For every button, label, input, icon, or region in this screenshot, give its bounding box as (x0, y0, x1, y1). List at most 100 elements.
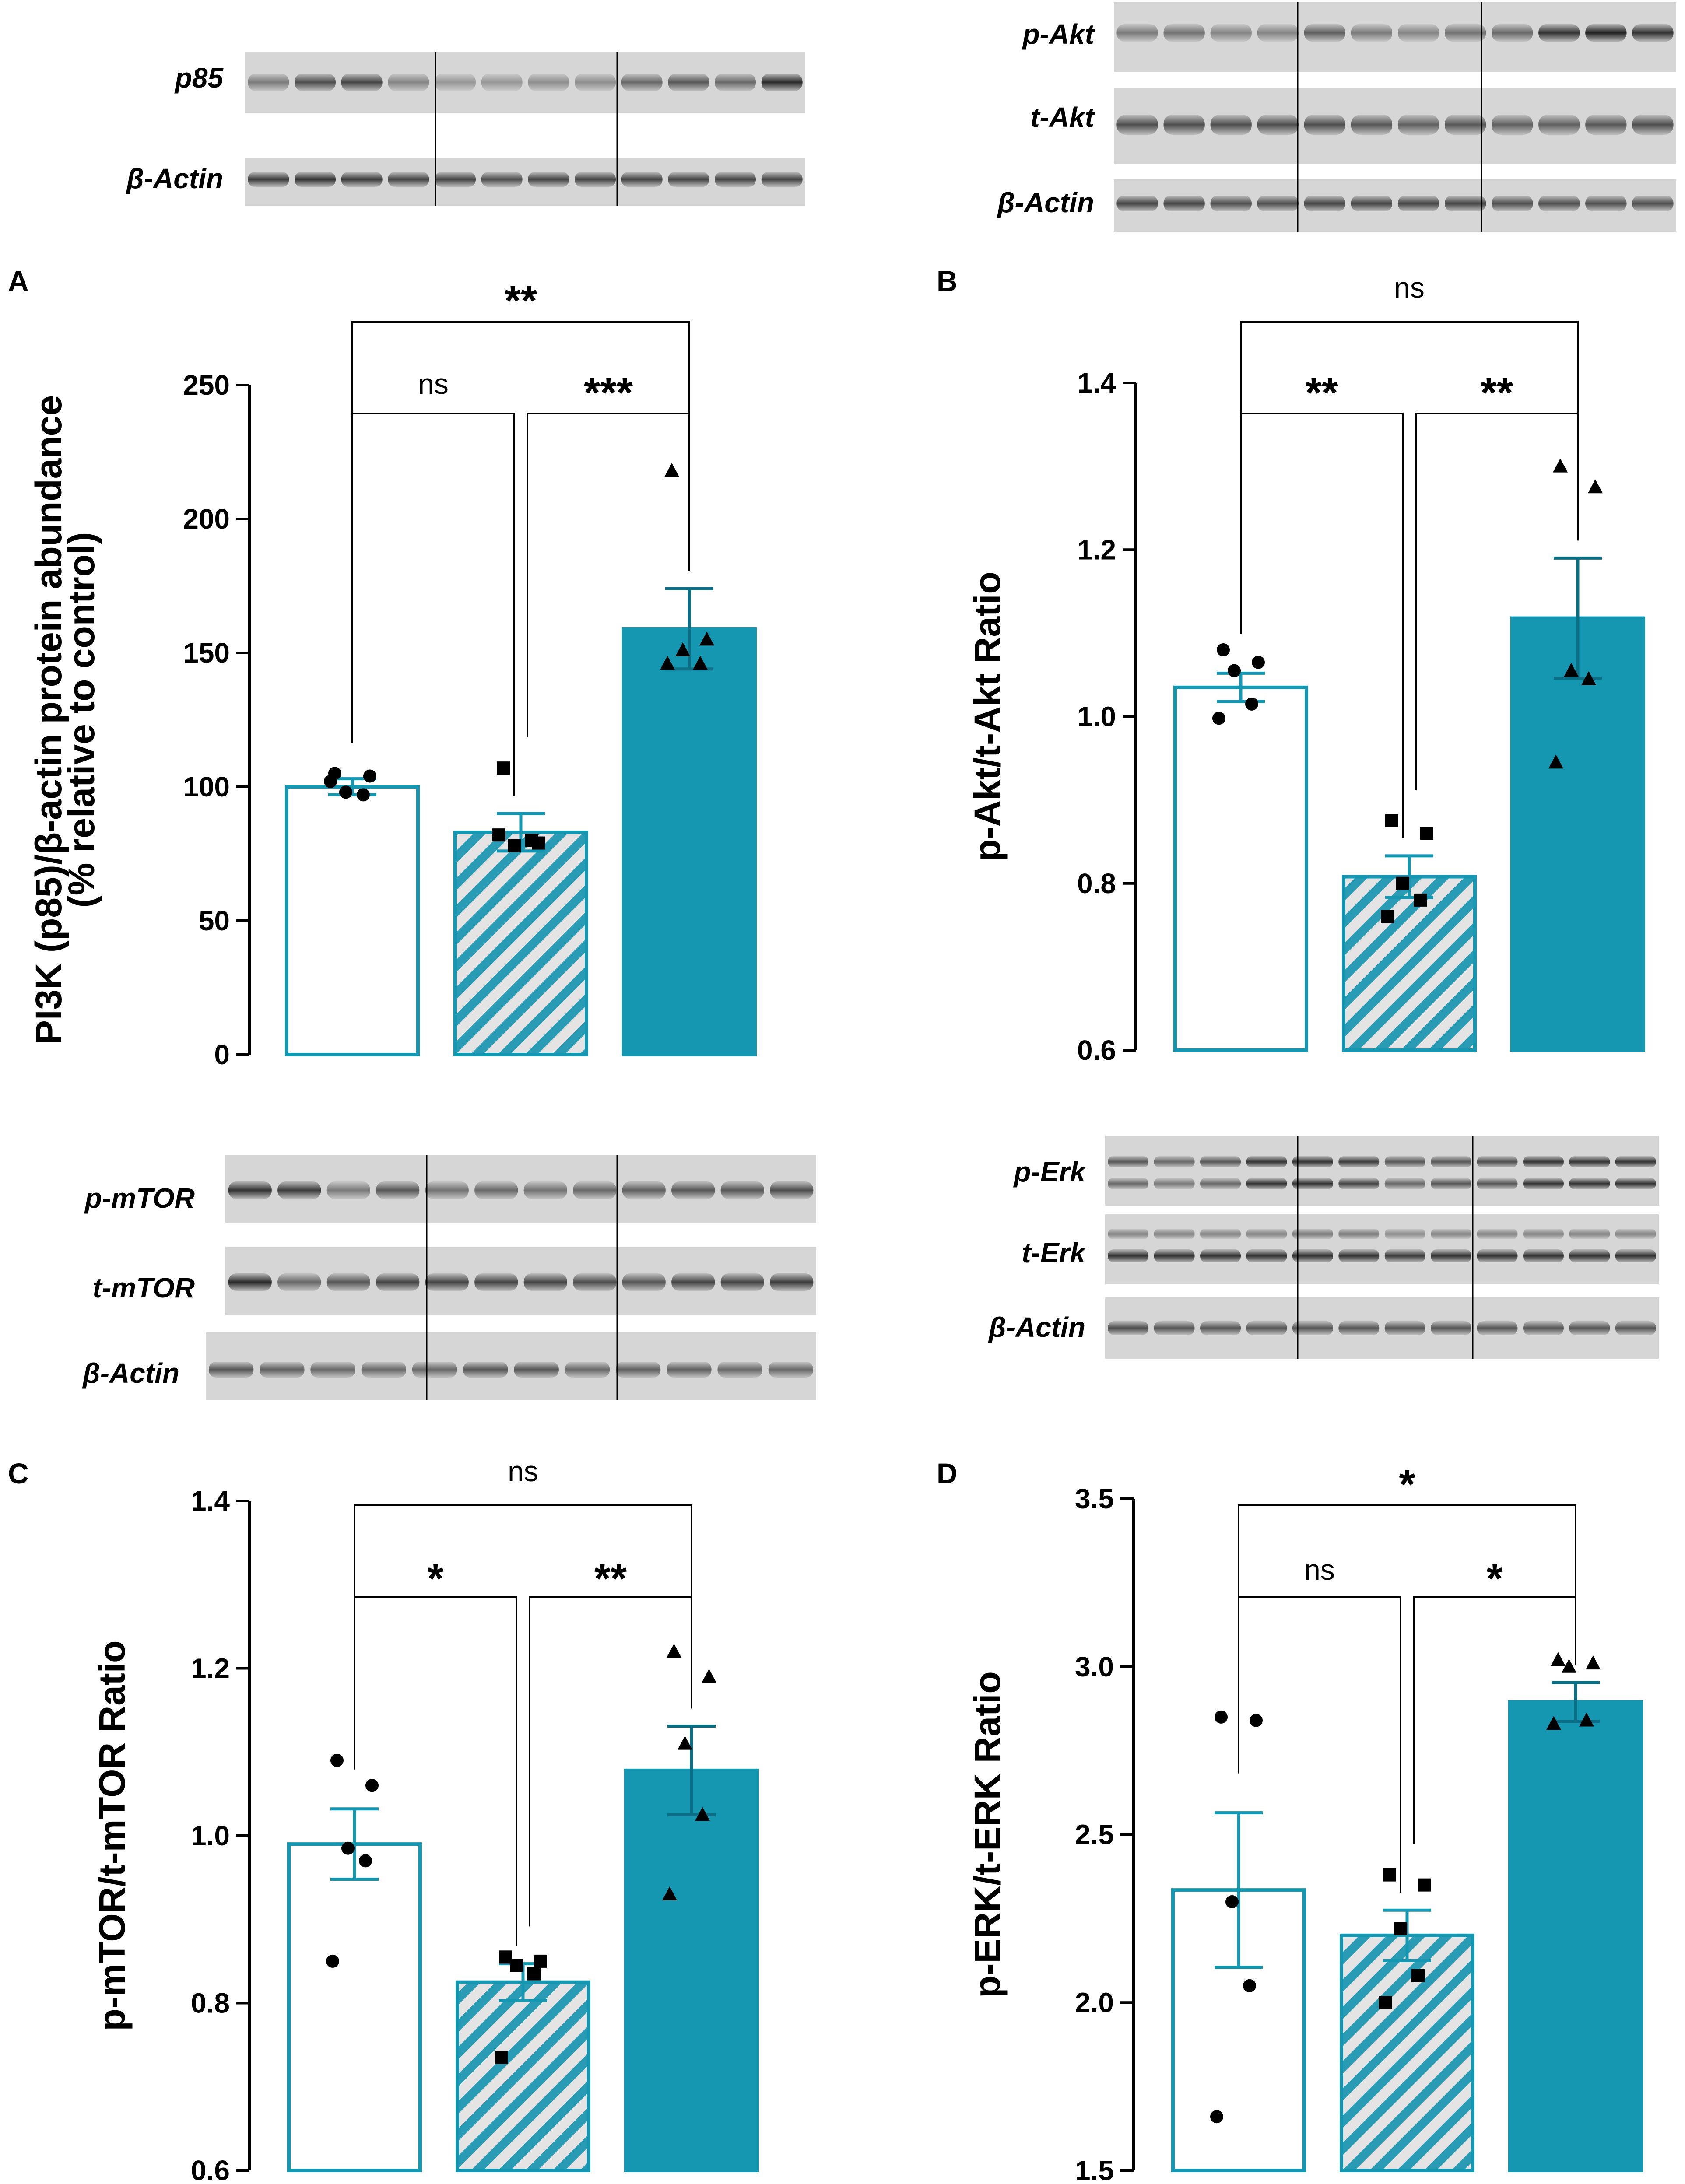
data-point-circle (326, 1954, 339, 1968)
blot-band (1431, 1178, 1472, 1189)
blot-strip-p-akt (1114, 2, 1676, 72)
data-point-triangle (693, 656, 708, 670)
data-point-square (1396, 876, 1409, 890)
blot-band (622, 1181, 666, 1199)
data-point-triangle (1546, 1716, 1561, 1730)
blot-band (575, 172, 616, 187)
blot-panel-b: p-Akt t-Akt β-Actin (997, 2, 1676, 232)
blot-band (1431, 1321, 1472, 1335)
significance-label: ns (418, 368, 449, 400)
blot-band (1538, 115, 1580, 135)
blot-band (1384, 1178, 1425, 1189)
data-point-square (510, 1959, 523, 1972)
blot-band (528, 172, 569, 187)
blot-band (474, 1273, 518, 1291)
blot-band (1492, 115, 1533, 135)
blot-band (1351, 24, 1393, 42)
blot-band (1210, 24, 1252, 42)
significance-label: *** (584, 369, 633, 416)
bar-filled (622, 627, 757, 1057)
blot-band (1200, 1156, 1241, 1167)
data-point-triangle (667, 1644, 681, 1658)
blot-label-p-erk: p-Erk (1013, 1156, 1087, 1188)
blot-label-beta-actin: β-Actin (997, 187, 1094, 218)
blot-band (1615, 1178, 1656, 1189)
blot-band (1338, 1321, 1380, 1335)
blot-band (1523, 1249, 1564, 1262)
blot-band (376, 1181, 420, 1199)
significance-label: * (427, 1555, 444, 1602)
panel-letter-d: D (937, 1457, 958, 1490)
significance-label: ** (1306, 369, 1338, 416)
blot-band (1108, 1321, 1149, 1335)
data-point-triangle (660, 656, 675, 670)
data-point-circle (341, 1841, 355, 1855)
data-point-circle (1243, 1979, 1256, 1992)
significance-label: ** (505, 277, 537, 324)
y-tick-label: 100 (183, 771, 230, 803)
blot-band (474, 1181, 518, 1199)
blot-band (1492, 196, 1533, 211)
blot-band (1569, 1249, 1610, 1262)
data-point-triangle (1586, 1655, 1601, 1670)
data-point-square (1420, 827, 1433, 840)
blot-band (1615, 1229, 1656, 1239)
data-point-circle (1245, 697, 1258, 711)
blot-band (208, 1362, 254, 1378)
blot-band (1210, 115, 1252, 135)
blot-band (1477, 1249, 1518, 1262)
blot-band (1397, 115, 1439, 135)
chart-b: 0.6 0.8 1.0 1.2 1.4 p-Akt/t-Akt Ratio ns ** ** (967, 271, 1645, 1066)
blot-band (1445, 24, 1486, 42)
panel-letter-b: B (937, 265, 958, 297)
data-point-square (492, 828, 506, 842)
blot-band (1246, 1156, 1287, 1167)
blot-band (1116, 196, 1158, 211)
blot-band (1445, 196, 1486, 211)
blot-band (671, 1273, 715, 1291)
blot-band (1538, 24, 1580, 42)
blot-band (1246, 1321, 1287, 1335)
data-point-triangle (664, 463, 679, 477)
y-tick-label: 200 (183, 503, 230, 535)
y-axis-label: (% relative to control) (61, 532, 102, 908)
data-point-square (527, 1967, 541, 1981)
chart-d: 1.5 2.0 2.5 3.0 3.5 p-ERK/t-ERK Ratio * ns * (967, 1461, 1643, 2184)
blot-strip-t-mtor (225, 1247, 816, 1315)
blot-band (761, 74, 803, 91)
bar-open (285, 785, 420, 1056)
blot-band (715, 172, 756, 187)
blot-band (1163, 24, 1205, 42)
y-tick-label: 1.4 (1077, 367, 1116, 399)
data-point-triangle (1581, 671, 1596, 685)
blot-strip-beta-actin (206, 1332, 816, 1400)
significance-bracket (354, 1596, 517, 1946)
blot-label-beta-actin: β-Actin (988, 1311, 1085, 1343)
y-tick-label: 50 (199, 905, 230, 936)
blot-band (668, 172, 709, 187)
data-point-circle (1210, 2110, 1223, 2124)
blot-label-p85: p85 (174, 62, 224, 94)
blot-band (1523, 1178, 1564, 1189)
data-point-triangle (702, 1669, 716, 1683)
data-point-triangle (1579, 1712, 1594, 1727)
y-tick-label: 1.2 (1077, 534, 1116, 565)
blot-band (341, 74, 383, 91)
significance-label: ns (508, 1455, 538, 1487)
y-tick-label: 0.8 (191, 1988, 230, 2019)
blot-band (1445, 115, 1486, 135)
blot-band (1632, 115, 1674, 135)
data-point-circle (363, 769, 376, 783)
blot-band (1397, 196, 1439, 211)
blot-band (1632, 196, 1674, 211)
significance-bracket (1240, 321, 1579, 634)
blot-band (1257, 115, 1299, 135)
blot-band (1538, 196, 1580, 211)
blot-band (1200, 1178, 1241, 1189)
blot-band (1246, 1178, 1287, 1189)
blot-band (1246, 1229, 1287, 1239)
bar-open (1173, 685, 1308, 1052)
data-point-triangle (695, 1807, 710, 1821)
blot-band (1257, 196, 1299, 211)
blot-band (1384, 1156, 1425, 1167)
